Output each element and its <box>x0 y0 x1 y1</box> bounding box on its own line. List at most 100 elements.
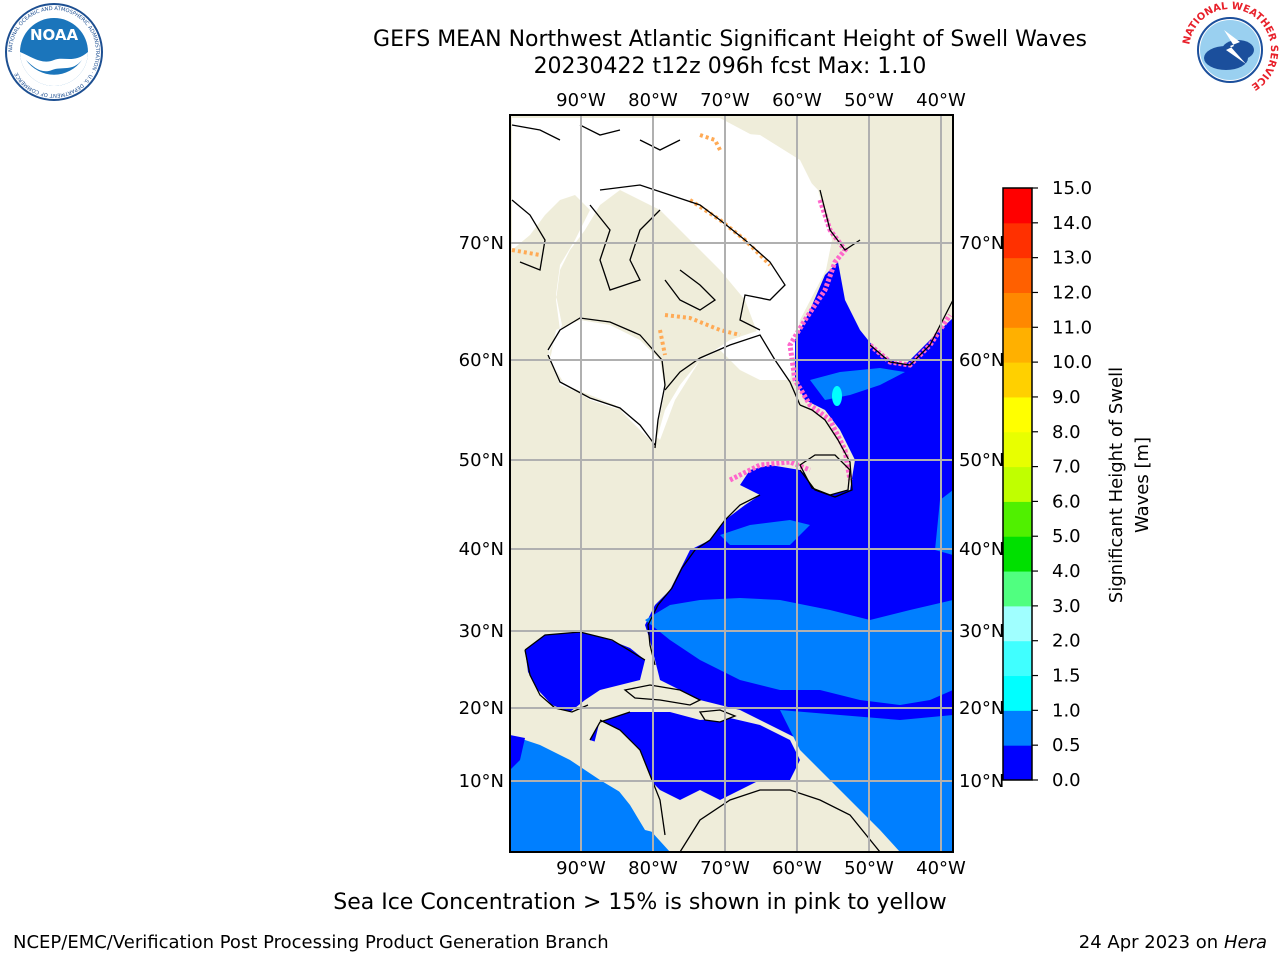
chart-subtitle: 20230422 t12z 096h fcst Max: 1.10 <box>533 54 927 79</box>
lon-label: 80°W <box>628 858 678 879</box>
colorbar-tick-label: 8.0 <box>1052 422 1081 443</box>
lon-label: 50°W <box>844 858 894 879</box>
colorbar-tick-label: 12.0 <box>1052 282 1092 303</box>
caribbean-sea <box>590 712 800 800</box>
hudson-bay-ice <box>550 320 665 440</box>
colorbar-tick-label: 3.0 <box>1052 596 1081 617</box>
colorbar-segment <box>1003 675 1032 711</box>
sea-ice-edge-gulf-stlawrence <box>728 459 811 483</box>
noaa-text: NOAA <box>30 26 79 44</box>
east-zone <box>935 490 953 555</box>
colorbar-tick-label: 9.0 <box>1052 387 1081 408</box>
central-america <box>590 720 665 835</box>
machine-name: Hera <box>1223 932 1267 953</box>
colorbar-tick-label: 0.0 <box>1052 770 1081 791</box>
arctic-channels-ice <box>640 130 830 260</box>
lon-label: 40°W <box>916 90 966 111</box>
colorbar-tick-label: 1.0 <box>1052 700 1081 721</box>
colorbar-segment <box>1003 605 1032 642</box>
lat-label: 70°N <box>959 233 1004 254</box>
lon-label: 50°W <box>844 90 894 111</box>
colorbar-label-line2: Waves [m] <box>1132 437 1153 533</box>
nws-logo: NATIONAL WEATHER SERVICE <box>1181 1 1279 98</box>
sea-ice-edge-hudson <box>658 313 741 356</box>
lon-label: 70°W <box>700 858 750 879</box>
colorbar-tick-label: 10.0 <box>1052 352 1092 373</box>
lat-label: 70°N <box>459 233 504 254</box>
colorbar-label: Significant Height of Swell Waves [m] <box>1106 367 1153 603</box>
colorbar-segment <box>1003 640 1032 677</box>
lat-label: 20°N <box>959 698 1004 719</box>
lon-label: 90°W <box>556 858 606 879</box>
lat-label: 50°N <box>959 450 1004 471</box>
colorbar-segment <box>1003 257 1032 293</box>
colorbar-tick-label: 1.5 <box>1052 666 1081 687</box>
credit-text: NCEP/EMC/Verification Post Processing Pr… <box>13 932 609 953</box>
atlantic-ocean <box>645 262 953 852</box>
gridlines <box>510 115 953 852</box>
colorbar-tick-label: 15.0 <box>1052 178 1092 199</box>
cuba <box>625 685 700 705</box>
colorbar-segment <box>1003 536 1032 572</box>
lat-label: 60°N <box>959 350 1004 371</box>
lat-label: 10°N <box>959 771 1004 792</box>
colorbar-tick-label: 4.0 <box>1052 561 1081 582</box>
swell-max-spot <box>832 386 842 406</box>
colorbar-segment <box>1003 292 1032 328</box>
lat-label: 40°N <box>959 539 1004 560</box>
colorbar-segment <box>1003 501 1032 537</box>
lat-label: 10°N <box>459 771 504 792</box>
lon-label: 80°W <box>628 90 678 111</box>
pacific-coastal <box>510 735 525 770</box>
colorbar-tick-label: 5.0 <box>1052 526 1081 547</box>
lat-labels-left: 70°N 60°N 50°N 40°N 30°N 20°N 10°N <box>459 233 504 792</box>
colorbar-segment <box>1003 188 1032 224</box>
gulf-of-mexico <box>525 632 645 712</box>
colorbar-tick-label: 14.0 <box>1052 213 1092 234</box>
lon-label: 60°W <box>772 90 822 111</box>
lon-labels-top: 90°W 80°W 70°W 60°W 50°W 40°W <box>556 90 966 111</box>
lat-label: 60°N <box>459 350 504 371</box>
colorbar-tick-label: 11.0 <box>1052 317 1092 338</box>
lon-label: 60°W <box>772 858 822 879</box>
colorbar-segment <box>1003 466 1032 502</box>
colorbar-label-line1: Significant Height of Swell <box>1106 367 1127 603</box>
colorbar-segment <box>1003 571 1032 607</box>
noaa-logo: NOAA NATIONAL OCEANIC AND ATMOSPHERIC AD… <box>5 3 103 101</box>
colorbar <box>1003 188 1032 781</box>
lat-label: 30°N <box>459 621 504 642</box>
shelf-zone <box>720 520 810 545</box>
lon-labels-bottom: 90°W 80°W 70°W 60°W 50°W 40°W <box>556 858 966 879</box>
lat-label: 50°N <box>459 450 504 471</box>
colorbar-segment <box>1003 745 1032 781</box>
colorbar-frame <box>1002 187 1033 781</box>
lon-label: 40°W <box>916 858 966 879</box>
date-text: 24 Apr 2023 on <box>1078 932 1219 953</box>
sea-ice-edge-arctic <box>511 133 772 267</box>
map-area <box>510 115 953 852</box>
colorbar-segment <box>1003 396 1032 433</box>
colorbar-tick-label: 7.0 <box>1052 457 1081 478</box>
sea-ice-note: Sea Ice Concentration > 15% is shown in … <box>333 890 947 915</box>
colorbar-tick-label: 13.0 <box>1052 248 1092 269</box>
lat-labels-right: 70°N 60°N 50°N 40°N 30°N 20°N 10°N <box>959 233 1004 792</box>
colorbar-segment <box>1003 431 1032 468</box>
colorbar-segment <box>1003 222 1032 259</box>
swell-zone-mid <box>645 598 953 705</box>
lat-label: 40°N <box>459 539 504 560</box>
lon-label: 90°W <box>556 90 606 111</box>
colorbar-tick-label: 0.5 <box>1052 735 1081 756</box>
colorbar-ticks: 0.0 0.5 1.0 1.5 2.0 3.0 4.0 5.0 6.0 7.0 8.0 9.0 10.0… <box>1032 178 1092 791</box>
colorbar-tick-label: 2.0 <box>1052 631 1081 652</box>
coastlines <box>511 124 953 852</box>
newfoundland <box>800 455 850 495</box>
pacific-ocean <box>510 735 670 852</box>
date-stamp: 24 Apr 2023 on Hera <box>1079 932 1267 953</box>
chart-title: GEFS MEAN Northwest Atlantic Significant… <box>373 27 1087 52</box>
lat-label: 20°N <box>459 698 504 719</box>
colorbar-segment <box>1003 327 1032 363</box>
lat-label: 30°N <box>959 621 1004 642</box>
lon-label: 70°W <box>700 90 750 111</box>
colorbar-tick-label: 6.0 <box>1052 491 1081 512</box>
